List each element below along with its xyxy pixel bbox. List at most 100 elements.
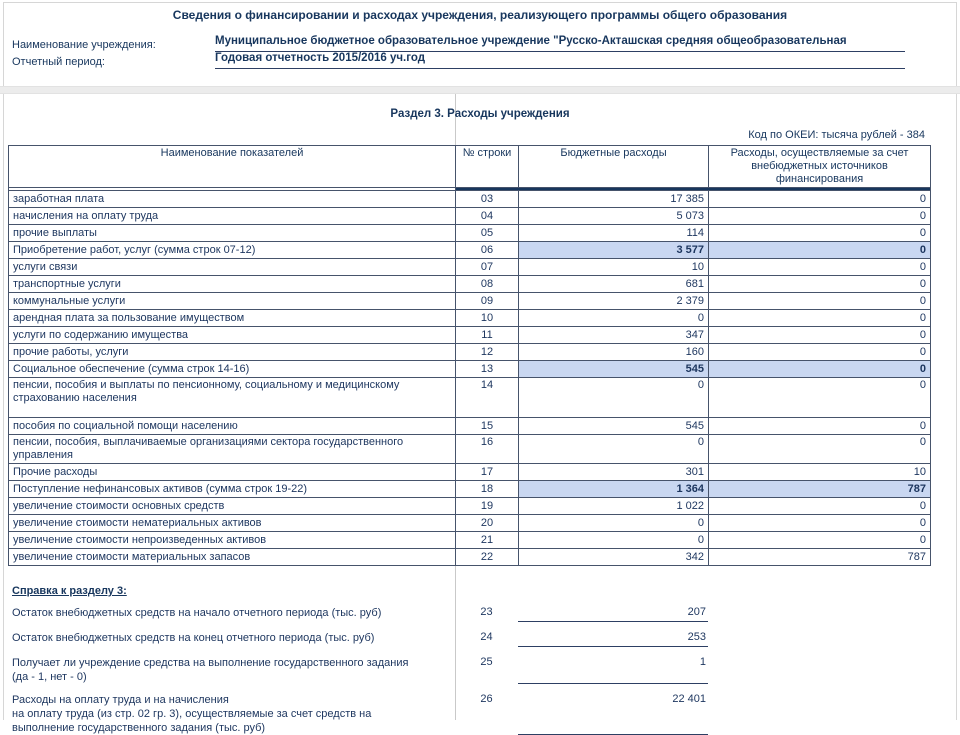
table-row: прочие выплаты 05 114 0 (8, 224, 931, 242)
row-extrabudget-value: 0 (708, 224, 931, 242)
row-budget-value: 2 379 (518, 292, 709, 310)
row-indicator-name: пособия по социальной помощи населению (8, 417, 456, 435)
row-indicator-name: Поступление нефинансовых активов (сумма … (8, 480, 456, 498)
row-budget-value: 681 (518, 275, 709, 293)
row-indicator-name: услуги по содержанию имущества (8, 326, 456, 344)
row-line-number: 04 (455, 207, 519, 225)
reference-title: Справка к разделу 3: (12, 585, 127, 597)
row-line-number: 22 (455, 548, 519, 566)
row-budget-value: 5 073 (518, 207, 709, 225)
table-header-row: Наименование показателей № строки Бюджет… (8, 145, 931, 188)
reference-item-value-field[interactable]: 253 (518, 631, 708, 647)
row-line-number: 20 (455, 514, 519, 532)
row-indicator-name: арендная плата за пользование имуществом (8, 309, 456, 327)
row-budget-value: 1 364 (518, 480, 709, 498)
institution-name-field[interactable]: Муниципальное бюджетное образовательное … (215, 35, 905, 52)
row-extrabudget-value: 0 (708, 207, 931, 225)
row-line-number: 12 (455, 343, 519, 361)
reference-item-line-number: 24 (480, 631, 493, 643)
row-indicator-name: Приобретение работ, услуг (сумма строк 0… (8, 241, 456, 259)
row-extrabudget-value: 0 (708, 258, 931, 276)
row-line-number: 08 (455, 275, 519, 293)
row-indicator-name: транспортные услуги (8, 275, 456, 293)
table-row: арендная плата за пользование имуществом… (8, 309, 931, 327)
row-budget-value: 301 (518, 463, 709, 481)
row-extrabudget-value: 10 (708, 463, 931, 481)
table-row: прочие работы, услуги 12 160 0 (8, 343, 931, 361)
row-extrabudget-value: 0 (708, 531, 931, 549)
row-budget-value: 545 (518, 417, 709, 435)
column-header-line-number: № строки (455, 145, 519, 188)
row-budget-value: 0 (518, 434, 709, 464)
row-indicator-name: увеличение стоимости основных средств (8, 497, 456, 515)
row-extrabudget-value: 787 (708, 548, 931, 566)
reference-item-line-number: 25 (480, 656, 493, 668)
row-extrabudget-value: 0 (708, 377, 931, 418)
row-extrabudget-value: 0 (708, 434, 931, 464)
row-line-number: 16 (455, 434, 519, 464)
row-line-number: 05 (455, 224, 519, 242)
table-row: транспортные услуги 08 681 0 (8, 275, 931, 293)
table-row: увеличение стоимости основных средств 19 1… (8, 497, 931, 515)
row-budget-value: 545 (518, 360, 709, 378)
row-budget-value: 342 (518, 548, 709, 566)
table-row: пенсии, пособия и выплаты по пенсионному… (8, 377, 931, 418)
row-indicator-name: пенсии, пособия и выплаты по пенсионному… (8, 377, 456, 418)
row-extrabudget-value: 0 (708, 190, 931, 208)
row-indicator-name: Прочие расходы (8, 463, 456, 481)
row-extrabudget-value: 0 (708, 309, 931, 327)
row-extrabudget-value: 0 (708, 417, 931, 435)
row-budget-value: 10 (518, 258, 709, 276)
row-indicator-name: увеличение стоимости материальных запасо… (8, 548, 456, 566)
row-indicator-name: заработная плата (8, 190, 456, 208)
table-row: Социальное обеспечение (сумма строк 14-1… (8, 360, 931, 378)
row-line-number: 10 (455, 309, 519, 327)
row-line-number: 06 (455, 241, 519, 259)
row-budget-value: 0 (518, 309, 709, 327)
reference-item: Остаток внебюджетных средств на начало о… (12, 606, 932, 622)
row-indicator-name: Социальное обеспечение (сумма строк 14-1… (8, 360, 456, 378)
row-indicator-name: пенсии, пособия, выплачиваемые организац… (8, 434, 456, 464)
table-row: Приобретение работ, услуг (сумма строк 0… (8, 241, 931, 259)
row-budget-value: 0 (518, 531, 709, 549)
row-extrabudget-value: 787 (708, 480, 931, 498)
column-header-extrabudget-expenses: Расходы, осуществляемые за счет внебюдже… (708, 145, 931, 188)
row-extrabudget-value: 0 (708, 275, 931, 293)
reference-item-value-field[interactable]: 1 (518, 656, 708, 684)
table-row: пособия по социальной помощи населению 15… (8, 417, 931, 435)
table-row: пенсии, пособия, выплачиваемые организац… (8, 434, 931, 464)
row-budget-value: 114 (518, 224, 709, 242)
row-line-number: 19 (455, 497, 519, 515)
reporting-period-field[interactable]: Годовая отчетность 2015/2016 уч.год (215, 52, 905, 69)
institution-name-label: Наименование учреждения: (12, 39, 156, 51)
reference-item-label: Расходы на оплату труда и на начисления … (12, 694, 372, 734)
row-line-number: 18 (455, 480, 519, 498)
report-title: Сведения о финансировании и расходах учр… (172, 8, 788, 22)
reference-item-value-field[interactable]: 207 (518, 606, 708, 622)
reference-item: Получает ли учреждение средства на выпол… (12, 656, 932, 684)
row-indicator-name: увеличение стоимости нематериальных акти… (8, 514, 456, 532)
row-line-number: 07 (455, 258, 519, 276)
reference-items: Остаток внебюджетных средств на начало о… (12, 606, 932, 735)
row-indicator-name: прочие работы, услуги (8, 343, 456, 361)
row-budget-value: 17 385 (518, 190, 709, 208)
row-budget-value: 160 (518, 343, 709, 361)
reference-item-value-field[interactable]: 22 401 (518, 693, 708, 735)
row-line-number: 13 (455, 360, 519, 378)
reference-item: Остаток внебюджетных средств на конец от… (12, 631, 932, 647)
row-line-number: 09 (455, 292, 519, 310)
expense-table-body: заработная плата 03 17 385 0 начисления на о… (8, 190, 931, 566)
reporting-period-label: Отчетный период: (12, 56, 105, 68)
reference-item-label: Остаток внебюджетных средств на конец от… (12, 632, 375, 644)
row-indicator-name: коммунальные услуги (8, 292, 456, 310)
reference-item-line-number: 26 (480, 693, 493, 705)
row-line-number: 15 (455, 417, 519, 435)
section-title: Раздел 3. Расходы учреждения (390, 108, 570, 120)
table-row: увеличение стоимости непроизведенных акт… (8, 531, 931, 549)
table-row: увеличение стоимости материальных запасо… (8, 548, 931, 566)
row-indicator-name: услуги связи (8, 258, 456, 276)
reference-item-label: Получает ли учреждение средства на выпол… (12, 657, 409, 683)
row-line-number: 21 (455, 531, 519, 549)
row-budget-value: 0 (518, 514, 709, 532)
reference-section: Справка к разделу 3: Остаток внебюджетны… (12, 585, 932, 735)
